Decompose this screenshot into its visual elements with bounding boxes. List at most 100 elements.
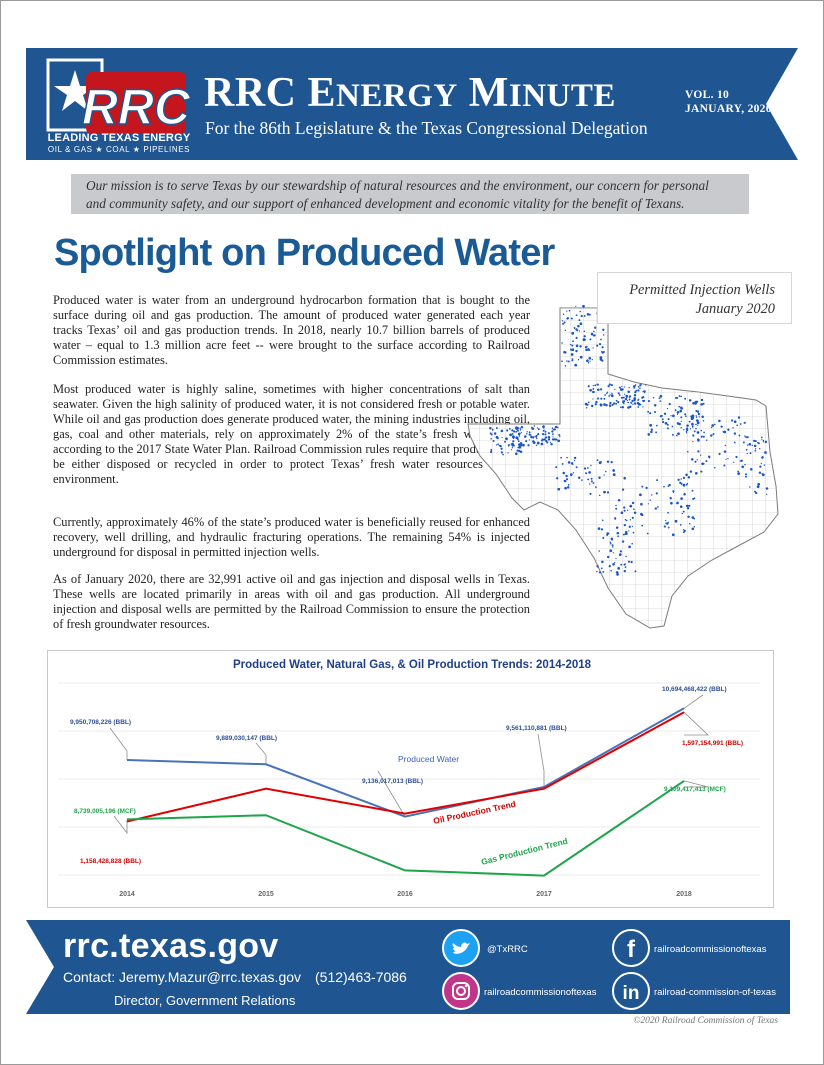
well-dot: [591, 358, 593, 361]
well-dot: [677, 432, 680, 436]
well-dot: [624, 518, 627, 521]
well-dot: [623, 506, 626, 509]
well-dot: [549, 441, 552, 444]
well-dot: [606, 555, 610, 559]
well-dot: [743, 421, 746, 424]
well-dot: [571, 358, 574, 360]
well-dot: [679, 406, 683, 410]
well-dot: [575, 349, 578, 353]
well-dot: [599, 403, 603, 407]
well-dot: [504, 440, 507, 443]
well-dot: [683, 429, 685, 431]
well-dot: [492, 440, 495, 442]
well-dot: [506, 429, 509, 432]
well-dot: [556, 439, 558, 441]
well-dot: [537, 433, 540, 436]
well-dot: [628, 530, 630, 532]
well-dot: [615, 402, 618, 405]
well-dot: [562, 471, 566, 475]
well-dot: [635, 389, 638, 392]
well-dot: [678, 395, 681, 398]
well-dot: [561, 342, 563, 344]
well-dot: [623, 402, 625, 405]
well-dot: [556, 426, 558, 428]
instagram-icon[interactable]: [442, 972, 480, 1010]
well-dot: [680, 395, 683, 398]
well-dot: [590, 404, 594, 408]
well-dot: [672, 490, 675, 493]
twitter-icon[interactable]: [442, 929, 480, 967]
well-dot: [690, 458, 694, 461]
well-dot: [588, 471, 591, 474]
well-dot: [647, 400, 651, 403]
well-dot: [582, 338, 585, 342]
well-dot: [696, 410, 700, 413]
well-dot: [577, 324, 580, 328]
well-dot: [692, 434, 695, 437]
well-dot: [586, 345, 588, 348]
well-dot: [610, 384, 613, 387]
well-dot: [561, 462, 564, 465]
well-dot: [639, 403, 642, 406]
well-dot: [612, 473, 616, 477]
series-label-produced-water: Produced Water: [398, 754, 459, 764]
well-dot: [566, 456, 568, 459]
well-dot: [611, 392, 613, 395]
well-dot: [731, 419, 734, 422]
well-dot: [733, 420, 737, 424]
well-dot: [583, 335, 586, 338]
well-dot: [659, 394, 663, 398]
well-dot: [627, 390, 630, 394]
well-dot: [582, 304, 585, 308]
well-dot: [510, 449, 513, 451]
instagram-handle[interactable]: railroadcommissionoftexas: [484, 987, 597, 998]
well-dot: [601, 519, 604, 522]
well-dot: [682, 483, 686, 487]
label-leader-line: [537, 733, 545, 787]
facebook-handle[interactable]: railroadcommissionoftexas: [654, 944, 767, 955]
well-dot: [711, 424, 715, 427]
well-dot: [696, 419, 699, 422]
linkedin-handle[interactable]: railroad-commission-of-texas: [654, 987, 776, 998]
facebook-icon[interactable]: f: [612, 929, 650, 967]
well-dot: [631, 542, 634, 545]
well-dot: [526, 433, 528, 435]
well-dot: [567, 461, 571, 464]
well-dot: [491, 428, 494, 431]
well-dot: [687, 451, 689, 453]
well-dot: [679, 505, 683, 509]
well-dot: [601, 346, 604, 349]
well-dot: [572, 340, 574, 343]
well-dot: [588, 356, 592, 360]
well-dot: [570, 348, 572, 351]
well-dot: [570, 353, 574, 356]
well-dot: [630, 401, 633, 404]
well-dot: [517, 429, 519, 432]
well-dot: [573, 456, 577, 460]
website-link[interactable]: rrc.texas.gov: [63, 927, 279, 965]
contact-email[interactable]: Contact: Jeremy.Mazur@rrc.texas.gov: [63, 969, 302, 985]
well-dot: [727, 428, 730, 431]
well-dot: [606, 391, 609, 394]
well-dot: [628, 546, 631, 548]
well-dot: [631, 525, 634, 528]
well-dot: [528, 439, 531, 441]
well-dot: [627, 560, 631, 563]
well-dot: [608, 564, 611, 568]
well-dot: [547, 432, 550, 435]
linkedin-icon[interactable]: in: [612, 972, 650, 1010]
twitter-handle[interactable]: @TxRRC: [487, 944, 528, 955]
well-dot: [640, 502, 643, 506]
well-dot: [594, 403, 597, 406]
well-dot: [497, 443, 500, 446]
well-dot: [758, 447, 761, 450]
well-dot: [511, 447, 514, 449]
well-dot: [758, 471, 762, 474]
well-dot: [541, 438, 545, 441]
well-dot: [754, 440, 757, 443]
well-dot: [615, 526, 619, 529]
well-dot: [501, 436, 503, 439]
well-dot: [615, 571, 619, 574]
well-dot: [551, 438, 555, 441]
well-dot: [676, 410, 680, 414]
